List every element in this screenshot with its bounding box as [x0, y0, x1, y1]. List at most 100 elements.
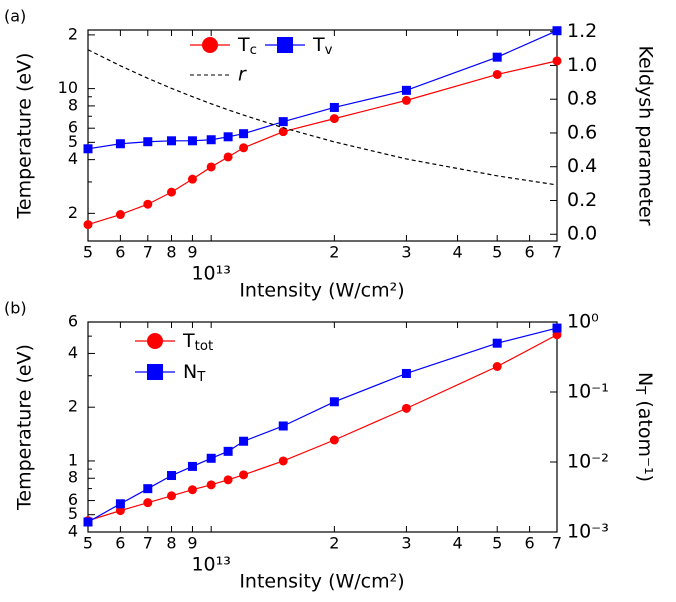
- y2-tick-label: 0.4: [567, 155, 597, 177]
- legend-marker: [147, 333, 163, 349]
- data-point: [552, 56, 562, 66]
- x-tick-label: 6: [525, 243, 535, 262]
- x-tick-label: 6: [115, 534, 125, 553]
- x-tick-label: 3: [401, 243, 411, 262]
- x-tick-label: 5: [492, 534, 502, 553]
- data-point: [143, 199, 153, 209]
- y2-axis-label: NT (atom⁻¹): [632, 372, 657, 482]
- series-line: [87, 327, 558, 523]
- y-tick-label: 4: [68, 522, 78, 541]
- data-point: [187, 461, 197, 471]
- data-point: [187, 136, 197, 146]
- y-tick-label: 5: [68, 504, 78, 523]
- x-tick-label: 9: [187, 243, 197, 262]
- y2-tick-label: 0.2: [567, 189, 597, 211]
- x-tick-label: 7: [552, 534, 562, 553]
- data-point: [167, 491, 177, 501]
- data-point: [492, 69, 502, 79]
- data-point: [401, 368, 411, 378]
- y2-tick-label: 1.2: [567, 20, 597, 42]
- x-tick-label: 6: [525, 534, 535, 553]
- data-point: [278, 117, 288, 127]
- y-tick-label: 2: [68, 203, 78, 222]
- y2-tick-label: 0.0: [567, 223, 597, 245]
- y-tick-label: 8: [68, 468, 78, 487]
- y2-tick-label: 0.8: [567, 88, 597, 110]
- data-point: [329, 114, 339, 124]
- y2-tick-label: 0.6: [567, 121, 597, 143]
- data-point: [115, 139, 125, 149]
- legend-marker: [202, 37, 218, 53]
- x-axis-label: Intensity (W/cm²): [239, 280, 404, 302]
- y-axis-label: Temperature (eV): [14, 53, 36, 220]
- y2-tick-label: 10⁰: [567, 311, 599, 333]
- series-line: [87, 334, 558, 522]
- legend-marker: [147, 364, 163, 380]
- data-point: [239, 470, 249, 480]
- data-point: [143, 484, 153, 494]
- x-tick-label: 5: [83, 534, 93, 553]
- plot-frame: [87, 321, 558, 533]
- data-point: [115, 210, 125, 220]
- series-line: [87, 49, 558, 186]
- x-tick-label: 8: [166, 534, 176, 553]
- data-point: [329, 397, 339, 407]
- y-tick-label: 4: [68, 343, 78, 362]
- data-point: [206, 162, 216, 172]
- legend-label: NT: [183, 361, 206, 386]
- x-tick-label: 4: [452, 243, 462, 262]
- x-tick-label: 5: [492, 243, 502, 262]
- legend-label: r: [238, 64, 247, 86]
- data-point: [83, 517, 93, 527]
- legend-label: Tc: [237, 34, 257, 59]
- data-point: [552, 26, 562, 36]
- y-tick-label: 8: [68, 95, 78, 114]
- y-tick-label: 5: [68, 132, 78, 151]
- x-tick-label: 4: [452, 534, 462, 553]
- data-point: [83, 144, 93, 154]
- data-point: [143, 498, 153, 508]
- x-tick-label: 2: [329, 534, 339, 553]
- x-tick-label: 3: [401, 534, 411, 553]
- data-point: [167, 187, 177, 197]
- data-point: [329, 435, 339, 445]
- x-tick-label: 5: [83, 243, 93, 262]
- series-line: [87, 60, 558, 226]
- y-tick-label: 6: [68, 490, 78, 509]
- data-point: [329, 102, 339, 112]
- data-point: [492, 338, 502, 348]
- data-point: [278, 421, 288, 431]
- x-tick-label: 2: [329, 243, 339, 262]
- plot-frame: [87, 29, 558, 242]
- data-point: [115, 499, 125, 509]
- data-point: [401, 85, 411, 95]
- data-point: [167, 136, 177, 146]
- y-tick-label: 2: [68, 24, 78, 43]
- data-point: [223, 152, 233, 162]
- data-point: [223, 132, 233, 142]
- y-tick-label: 10: [58, 78, 78, 97]
- data-point: [206, 480, 216, 490]
- y2-tick-label: 1.0: [567, 54, 597, 76]
- legend-label: Ttot: [182, 330, 213, 355]
- data-point: [239, 143, 249, 153]
- y2-tick-label: 10⁻³: [567, 521, 609, 543]
- data-point: [401, 403, 411, 413]
- x-tick-label: 7: [552, 243, 562, 262]
- data-point: [492, 362, 502, 372]
- y-tick-label: 1: [68, 450, 78, 469]
- x-axis-label: Intensity (W/cm²): [239, 571, 404, 593]
- x-tick-label: 10¹³: [191, 554, 230, 576]
- data-point: [187, 485, 197, 495]
- legend-label: Tv: [312, 34, 333, 59]
- data-point: [206, 135, 216, 145]
- y2-tick-label: 10⁻¹: [567, 381, 609, 403]
- data-point: [206, 453, 216, 463]
- y-tick-label: 2: [68, 397, 78, 416]
- data-point: [223, 446, 233, 456]
- data-point: [278, 127, 288, 137]
- y-axis-label: Temperature (eV): [14, 344, 36, 511]
- data-point: [401, 95, 411, 105]
- y2-tick-label: 10⁻²: [567, 451, 609, 473]
